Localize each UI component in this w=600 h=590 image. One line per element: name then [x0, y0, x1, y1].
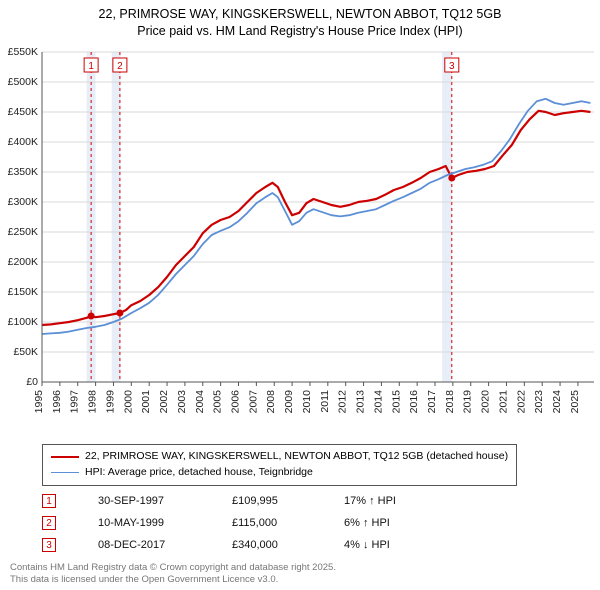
- legend: 22, PRIMROSE WAY, KINGSKERSWELL, NEWTON …: [42, 444, 517, 486]
- markers-table: 1 30-SEP-1997 £109,995 17% ↑ HPI 2 10-MAY-199…: [42, 490, 424, 556]
- footer: Contains HM Land Registry data © Crown c…: [10, 562, 336, 586]
- marker-num: 1: [42, 494, 56, 508]
- page: 22, PRIMROSE WAY, KINGSKERSWELL, NEWTON …: [0, 0, 600, 590]
- chart: £0 £50K £100K £150K £200K £250K £300K £350K £400…: [0, 48, 600, 440]
- legend-row: 22, PRIMROSE WAY, KINGSKERSWELL, NEWTON …: [51, 449, 508, 465]
- svg-text:2022: 2022: [515, 390, 527, 414]
- svg-text:£50K: £50K: [13, 346, 38, 358]
- svg-text:2024: 2024: [551, 390, 563, 414]
- legend-row: HPI: Average price, detached house, Teig…: [51, 465, 508, 481]
- svg-text:£0: £0: [26, 376, 38, 388]
- svg-text:1997: 1997: [69, 390, 81, 414]
- svg-text:1: 1: [88, 61, 94, 72]
- svg-text:£300K: £300K: [8, 196, 38, 208]
- svg-text:2006: 2006: [230, 390, 242, 414]
- marker-date: 08-DEC-2017: [98, 539, 190, 551]
- marker-price: £109,995: [232, 495, 302, 507]
- svg-text:2002: 2002: [158, 390, 170, 414]
- marker-date: 30-SEP-1997: [98, 495, 190, 507]
- svg-text:2014: 2014: [372, 390, 384, 414]
- svg-text:2012: 2012: [337, 390, 349, 414]
- svg-text:£350K: £350K: [8, 166, 38, 178]
- svg-text:2007: 2007: [247, 390, 259, 414]
- chart-svg: £0 £50K £100K £150K £200K £250K £300K £350K £400…: [0, 48, 600, 440]
- svg-text:£400K: £400K: [8, 136, 38, 148]
- marker-num: 3: [42, 538, 56, 552]
- title-line1: 22, PRIMROSE WAY, KINGSKERSWELL, NEWTON …: [0, 6, 600, 23]
- svg-text:1995: 1995: [33, 390, 45, 414]
- marker-date: 10-MAY-1999: [98, 517, 190, 529]
- svg-text:2010: 2010: [301, 390, 313, 414]
- svg-text:2009: 2009: [283, 390, 295, 414]
- marker-price: £340,000: [232, 539, 302, 551]
- svg-text:2025: 2025: [569, 390, 581, 414]
- svg-text:2023: 2023: [533, 390, 545, 414]
- svg-text:2018: 2018: [444, 390, 456, 414]
- svg-text:1998: 1998: [87, 390, 99, 414]
- svg-text:2008: 2008: [265, 390, 277, 414]
- footer-line1: Contains HM Land Registry data © Crown c…: [10, 562, 336, 574]
- svg-text:2021: 2021: [497, 390, 509, 414]
- svg-text:£100K: £100K: [8, 316, 38, 328]
- svg-text:2004: 2004: [194, 390, 206, 414]
- svg-text:£200K: £200K: [8, 256, 38, 268]
- svg-text:£550K: £550K: [8, 48, 38, 58]
- marker-delta: 4% ↓ HPI: [344, 539, 424, 551]
- svg-text:1996: 1996: [51, 390, 63, 414]
- svg-text:2019: 2019: [462, 390, 474, 414]
- svg-text:1999: 1999: [104, 390, 116, 414]
- svg-text:2003: 2003: [176, 390, 188, 414]
- footer-line2: This data is licensed under the Open Gov…: [10, 574, 336, 586]
- svg-text:2000: 2000: [122, 390, 134, 414]
- svg-text:2015: 2015: [390, 390, 402, 414]
- legend-swatch: [51, 472, 79, 473]
- svg-text:£500K: £500K: [8, 76, 38, 88]
- svg-text:2017: 2017: [426, 390, 438, 414]
- legend-swatch: [51, 456, 79, 458]
- marker-delta: 17% ↑ HPI: [344, 495, 424, 507]
- legend-label: HPI: Average price, detached house, Teig…: [85, 465, 313, 481]
- title-line2: Price paid vs. HM Land Registry's House …: [0, 23, 600, 40]
- svg-text:£450K: £450K: [8, 106, 38, 118]
- marker-row: 2 10-MAY-1999 £115,000 6% ↑ HPI: [42, 512, 424, 534]
- marker-price: £115,000: [232, 517, 302, 529]
- svg-text:2: 2: [117, 61, 123, 72]
- svg-text:2001: 2001: [140, 390, 152, 414]
- title-block: 22, PRIMROSE WAY, KINGSKERSWELL, NEWTON …: [0, 0, 600, 40]
- svg-text:£250K: £250K: [8, 226, 38, 238]
- svg-text:2020: 2020: [480, 390, 492, 414]
- svg-text:£150K: £150K: [8, 286, 38, 298]
- svg-text:2011: 2011: [319, 390, 331, 413]
- marker-num: 2: [42, 516, 56, 530]
- svg-text:2005: 2005: [212, 390, 224, 414]
- marker-delta: 6% ↑ HPI: [344, 517, 424, 529]
- marker-row: 1 30-SEP-1997 £109,995 17% ↑ HPI: [42, 490, 424, 512]
- svg-text:2013: 2013: [355, 390, 367, 414]
- legend-label: 22, PRIMROSE WAY, KINGSKERSWELL, NEWTON …: [85, 449, 508, 465]
- svg-text:2016: 2016: [408, 390, 420, 414]
- svg-text:3: 3: [449, 61, 455, 72]
- marker-row: 3 08-DEC-2017 £340,000 4% ↓ HPI: [42, 534, 424, 556]
